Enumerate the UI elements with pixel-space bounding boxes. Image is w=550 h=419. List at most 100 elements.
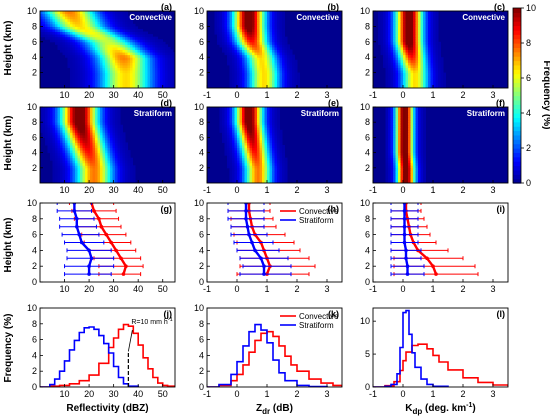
heatmap-cell [262,59,265,63]
heatmap-cell [385,13,389,17]
heatmap-cell [232,44,235,48]
heatmap-cell [67,46,71,50]
heatmap-cell [390,26,394,30]
heatmap-cell [140,49,143,53]
heatmap-cell [264,31,268,35]
heatmap-cell [150,57,153,61]
heatmap-cell [72,109,76,113]
heatmap-cell [42,21,46,25]
heatmap-cell [400,139,404,143]
heatmap-cell [155,36,158,40]
heatmap-cell [150,75,153,79]
heatmap-cell [229,85,233,88]
heatmap-cell [229,119,233,123]
heatmap-cell [105,46,108,50]
heatmap-cell [45,114,48,118]
heatmap-cell [247,31,250,35]
heatmap-cell [90,147,93,151]
heatmap-cell [229,170,233,174]
heatmap-cell [60,142,63,146]
heatmap-cell [234,67,238,71]
heatmap-cell [267,117,270,121]
heatmap-cell [137,54,141,58]
heatmap-cell [413,157,416,161]
heatmap-cell [77,172,81,176]
heatmap-cell [425,28,429,33]
heatmap-cell [80,52,83,56]
heatmap-cell [239,44,243,48]
heatmap-cell [52,114,56,118]
heatmap-cell [383,44,386,48]
heatmap-cell [425,77,429,81]
heatmap-cell [227,155,230,159]
heatmap-cell [234,117,238,121]
heatmap-cell [162,64,166,68]
heatmap-cell [234,162,238,166]
heatmap-cell [95,28,98,33]
heatmap-cell [105,177,108,181]
heatmap-cell [115,18,118,22]
heatmap-cell [50,132,53,136]
heatmap-cell [269,49,273,53]
heatmap-cell [145,34,148,38]
heatmap-cell [70,134,73,138]
x-tick-label: 10 [60,185,70,195]
heatmap-cell [259,54,263,58]
heatmap-cell [62,41,66,45]
heatmap-cell [272,49,275,53]
heatmap-cell [264,80,268,84]
heatmap-cell [269,57,273,61]
heatmap-cell [60,129,63,133]
heatmap-cell [428,82,431,86]
heatmap-cell [67,157,71,161]
heatmap-cell [162,67,166,71]
heatmap-cell [262,177,265,181]
heatmap-cell [97,21,101,25]
heatmap-cell [385,132,389,136]
heatmap-cell [65,157,68,161]
heatmap-cell [120,41,123,45]
heatmap-cell [100,109,103,113]
heatmap-cell [410,147,414,151]
heatmap-cell [267,137,270,141]
heatmap-cell [115,41,118,45]
heatmap-cell [167,72,171,76]
heatmap-cell [393,137,396,141]
heatmap-cell [95,41,98,45]
heatmap-cell [77,139,81,143]
heatmap-cell [297,82,300,86]
heatmap-cell [165,44,168,48]
heatmap-cell [172,57,175,61]
heatmap-cell [70,72,73,76]
heatmap-cell [95,180,98,183]
heatmap-cell [115,28,118,33]
heatmap-cell [405,75,409,79]
heatmap-cell [97,165,101,169]
heatmap-cell [232,21,235,25]
heatmap-cell [117,70,121,74]
heatmap-cell [415,72,419,76]
heatmap-cell [222,16,225,20]
heatmap-cell [102,175,106,179]
heatmap-cell [135,49,138,53]
heatmap-cell [72,28,76,33]
heatmap-cell [87,172,91,176]
heatmap-cell [125,75,128,79]
heatmap-cell [425,49,429,53]
heatmap-cell [257,145,260,149]
heatmap-cell [272,34,275,38]
heatmap-cell [117,77,121,81]
heatmap-cell [122,64,126,68]
heatmap-cell [393,31,396,35]
heatmap-cell [272,139,275,143]
heatmap-cell [398,59,401,63]
heatmap-cell [85,21,88,25]
heatmap-cell [269,44,273,48]
heatmap-cell [423,41,426,45]
heatmap-cell [85,165,88,169]
heatmap-cell [269,109,273,113]
heatmap-cell [420,77,424,81]
heatmap-cell [430,18,434,22]
heatmap-cell [120,28,123,33]
heatmap-cell [62,13,66,17]
